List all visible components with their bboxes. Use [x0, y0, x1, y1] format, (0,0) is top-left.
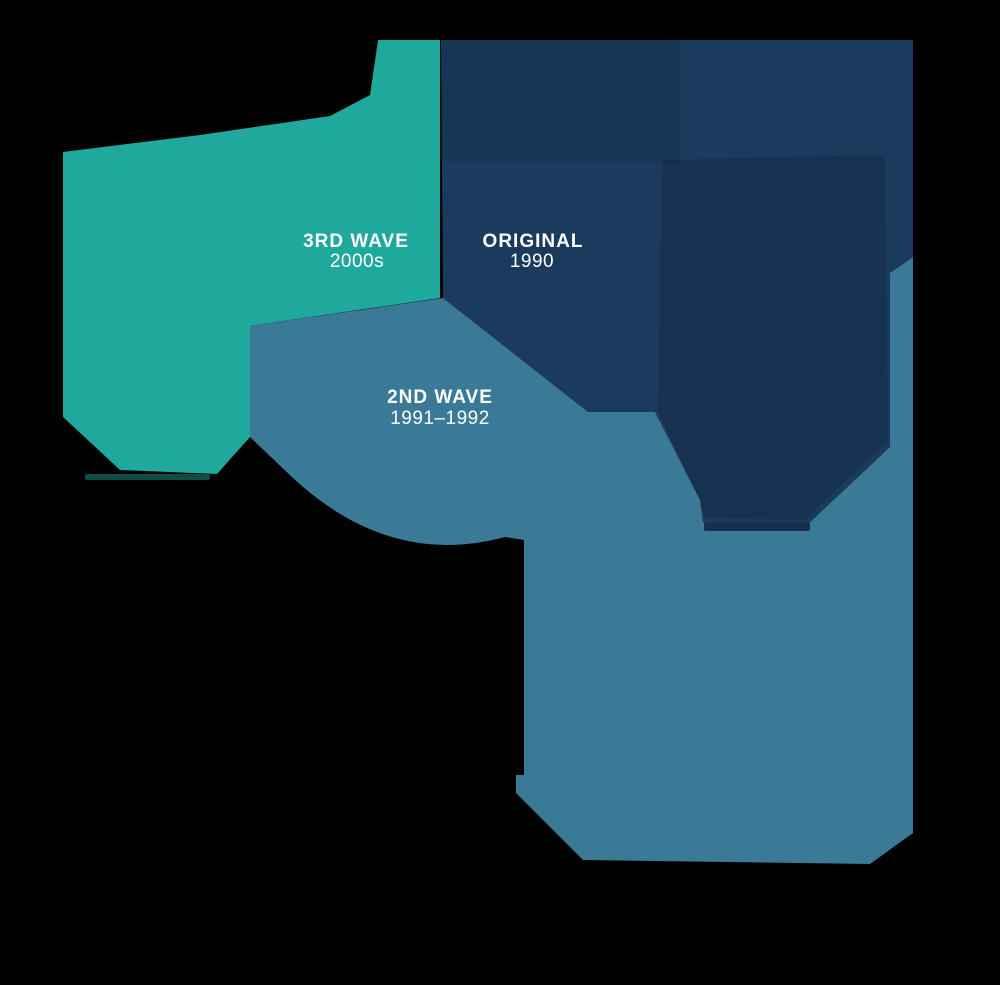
segment-3rd-wave: [63, 40, 440, 474]
segment-sublabel-original: 1990: [510, 251, 554, 272]
segment-sublabel-3rd-wave: 2000s: [330, 251, 384, 272]
text-mass-shade-right: [658, 155, 888, 520]
segment-label-original: ORIGINAL: [483, 231, 584, 252]
segment-label-2nd-wave: 2ND WAVE: [387, 387, 493, 408]
faint-annotation-artifact-teal: [85, 474, 210, 480]
segment-original: [441, 40, 913, 525]
segment-label-3rd-wave: 3RD WAVE: [303, 231, 409, 252]
segment-2nd-wave: [250, 257, 913, 864]
segment-sublabel-2nd-wave: 1991–1992: [390, 408, 490, 429]
faint-annotation-artifact-navy: [704, 522, 810, 531]
text-mass-shade-top: [441, 40, 680, 162]
